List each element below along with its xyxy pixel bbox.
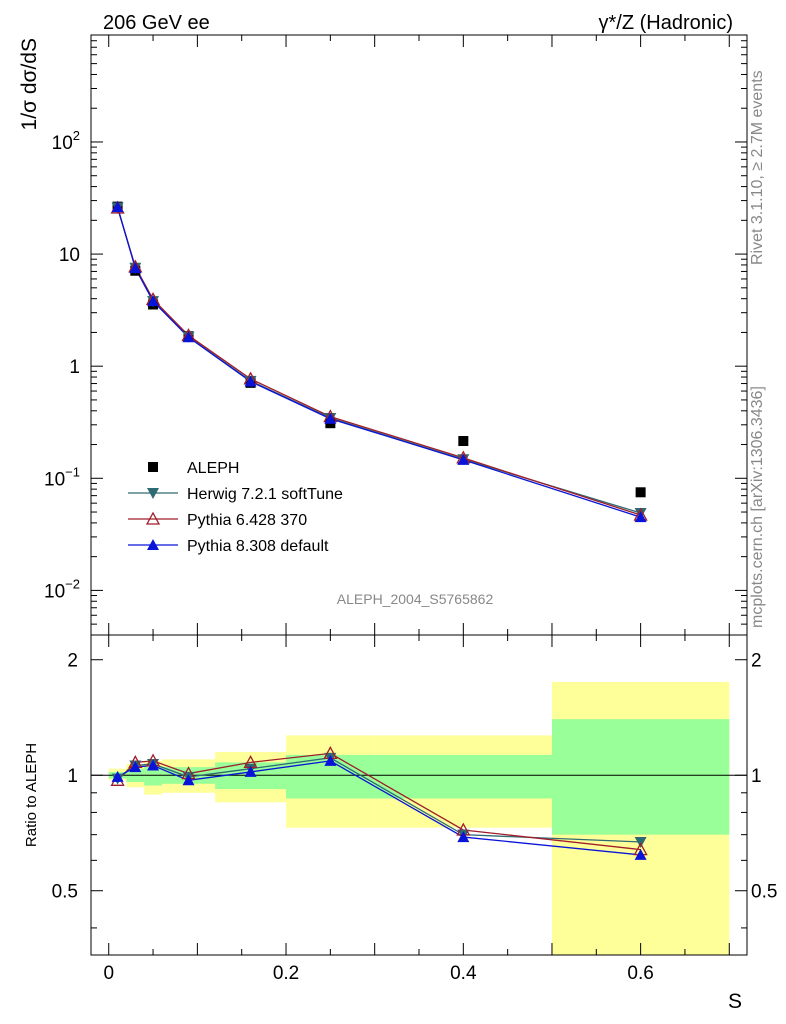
tick-base: 10 xyxy=(52,133,73,154)
tick-base: 10 xyxy=(44,581,65,602)
ratio-point-pythia8 xyxy=(324,754,337,766)
tick-base: 10 xyxy=(59,245,80,266)
ratio-point-pythia8 xyxy=(129,761,142,773)
main-y-tick-label: 102 xyxy=(52,128,80,154)
header-right-label: γ*/Z (Hadronic) xyxy=(599,12,733,34)
ratio-plot-area: 0.5 0.5 1 1 2 2 0 0.2 0.4 0.6 xyxy=(52,634,777,984)
data-point-pythia8 xyxy=(129,262,142,274)
ratio-point-pythia8 xyxy=(634,848,647,860)
legend: ALEPH Herwig 7.2.1 softTune Pythia 6.428 3… xyxy=(128,460,343,555)
ratio-point-pythia8 xyxy=(147,759,160,771)
header-left-label: 206 GeV ee xyxy=(103,12,210,34)
uncertainty-band-inner xyxy=(551,719,730,835)
main-y-tick-label: 10 xyxy=(59,245,80,266)
legend-label-data: ALEPH xyxy=(187,460,239,477)
legend-marker-data xyxy=(148,462,158,472)
data-point-pythia8 xyxy=(182,331,195,343)
main-ylabel: 1/σ dσ/dS xyxy=(18,38,41,130)
data-point-pythia8 xyxy=(111,201,124,213)
tick-exponent: 2 xyxy=(73,128,80,143)
data-point-data xyxy=(458,436,469,447)
data-point-pythia8 xyxy=(147,295,160,307)
ratio-y-tick-label-left: 2 xyxy=(67,651,78,672)
uncertainty-band-inner xyxy=(374,754,552,799)
x-tick-label: 0.4 xyxy=(450,963,477,984)
legend-label-pythia8: Pythia 8.308 default xyxy=(187,538,329,555)
data-point-pythia8 xyxy=(634,511,647,523)
uncertainty-band-inner xyxy=(144,767,162,786)
ratio-y-tick-label-right: 1 xyxy=(751,766,762,787)
x-tick-label: 0.2 xyxy=(273,963,299,984)
x-tick-label: 0 xyxy=(103,963,114,984)
ratio-y-tick-label-left: 1 xyxy=(67,766,78,787)
legend-marker-pythia8 xyxy=(147,539,159,550)
ratio-y-tick-label-right: 0.5 xyxy=(751,882,777,903)
tick-base: 10 xyxy=(44,469,65,490)
main-y-tick-label: 1 xyxy=(69,357,80,378)
rivet-label: Rivet 3.1.10, ≥ 2.7M events xyxy=(749,70,766,265)
data-point-data xyxy=(635,487,646,498)
ratio-point-pythia8 xyxy=(244,765,257,777)
tick-exponent: −1 xyxy=(65,464,80,479)
ratio-point-pythia8 xyxy=(111,770,124,782)
main-y-tick-label: 10−1 xyxy=(44,464,80,490)
legend-label-herwig: Herwig 7.2.1 softTune xyxy=(187,486,343,503)
x-tick-label: 0.6 xyxy=(627,963,653,984)
legend-marker-pythia6 xyxy=(145,511,161,525)
mcplots-label: mcplots.cern.ch [arXiv:1306.3436] xyxy=(749,386,766,628)
xlabel: S xyxy=(728,990,742,1013)
main-y-tick-label: 10−2 xyxy=(44,576,80,602)
ratio-ylabel: Ratio to ALEPH xyxy=(23,743,40,847)
ratio-y-tick-label-left: 0.5 xyxy=(52,882,78,903)
legend-marker-herwig xyxy=(147,488,159,499)
tick-exponent: −2 xyxy=(65,576,80,591)
data-point-pythia8 xyxy=(324,412,337,424)
ratio-point-pythia8 xyxy=(457,831,470,843)
data-point-pythia8 xyxy=(457,453,470,465)
ratio-point-pythia8 xyxy=(182,774,195,786)
tick-base: 1 xyxy=(69,357,80,378)
legend-label-pythia6: Pythia 6.428 370 xyxy=(187,512,307,529)
data-point-pythia8 xyxy=(244,375,257,387)
analysis-id-label: ALEPH_2004_S5765862 xyxy=(337,591,494,607)
ratio-y-tick-label-right: 2 xyxy=(751,651,762,672)
